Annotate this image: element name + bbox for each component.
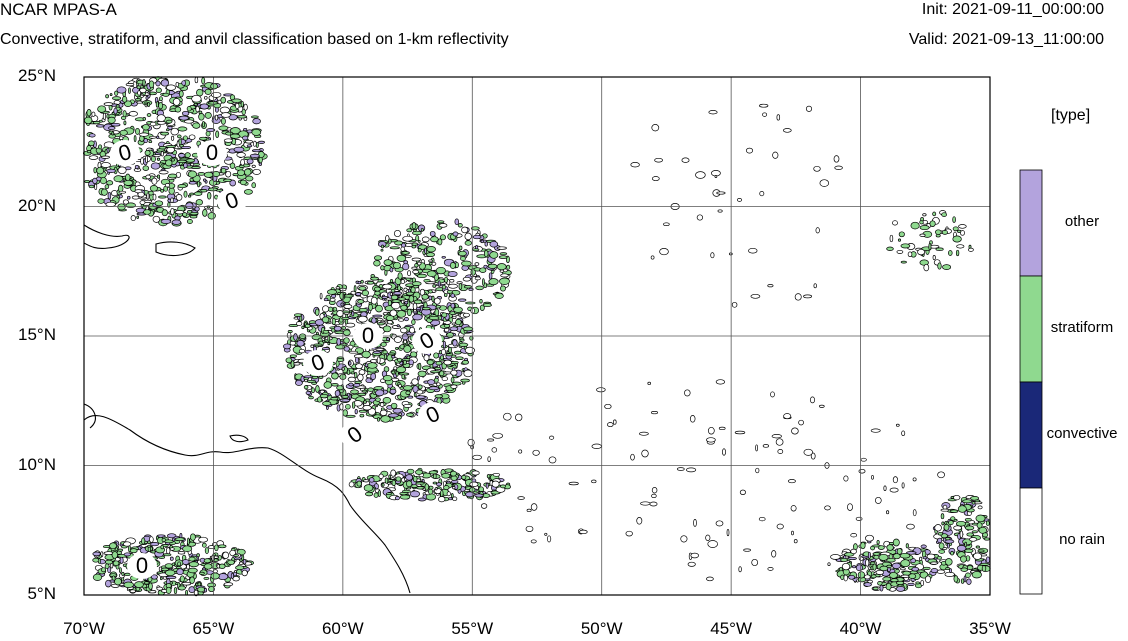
- coastline-trinidad: [229, 434, 249, 443]
- valid-time: Valid: 2021-09-13_11:00:00: [908, 31, 1104, 48]
- map-subtitle: Convective, stratiform, and anvil classi…: [0, 31, 509, 48]
- y-tick-label: 20°N: [18, 195, 56, 215]
- contour-label-bg: [412, 328, 442, 354]
- x-tick-label: 35°W: [969, 619, 1011, 638]
- contour-label: 0: [362, 323, 374, 348]
- legend-label: convective: [1046, 425, 1118, 442]
- contour-label: 0: [136, 553, 148, 578]
- contour-label-bg: [197, 140, 227, 166]
- x-tick-label: 40°W: [839, 619, 882, 638]
- contour-label-bg: [353, 323, 383, 349]
- x-tick-label: 60°W: [321, 619, 364, 638]
- contour-label: 0: [206, 140, 218, 165]
- coastline-south-america-east: [83, 403, 96, 429]
- legend-label: other: [1064, 213, 1100, 230]
- coastline-puerto-rico: [155, 241, 196, 257]
- x-tick-label: 50°W: [580, 619, 623, 638]
- map-title: NCAR MPAS-A: [0, 0, 117, 19]
- legend-swatch: [1019, 169, 1043, 277]
- coastline-hispaniola: [83, 224, 130, 249]
- x-tick-label: 55°W: [451, 619, 494, 638]
- contour-label-bg: [127, 553, 157, 579]
- legend-swatch: [1019, 381, 1043, 489]
- y-tick-label: 25°N: [18, 66, 56, 85]
- legend-swatch: [1019, 275, 1043, 383]
- contour-label-bg: [303, 350, 333, 376]
- coastline-venezuela: [83, 415, 411, 594]
- legend-colorbar: [1019, 169, 1043, 595]
- precipitation-layer: [82, 76, 991, 597]
- coastline-layer: [83, 224, 411, 594]
- x-tick-label: 45°W: [710, 619, 753, 638]
- x-tick-label: 65°W: [192, 619, 235, 638]
- contour-label-bg: [340, 422, 370, 448]
- legend-label: stratiform: [1050, 319, 1114, 336]
- y-tick-label: 5°N: [27, 584, 56, 603]
- legend-title: [type]: [1051, 107, 1091, 124]
- map-frame: [83, 76, 991, 596]
- contour-label-bg: [217, 188, 247, 214]
- y-tick-label: 15°N: [18, 325, 56, 344]
- contour-label-bg: [110, 140, 140, 166]
- legend-swatch: [1019, 487, 1043, 595]
- init-time: Init: 2021-09-11_00:00:00: [921, 1, 1104, 18]
- y-tick-label: 10°N: [18, 454, 56, 474]
- legend-label: no rain: [1059, 531, 1105, 548]
- contour-label-bg: [418, 402, 448, 428]
- x-tick-label: 70°W: [63, 619, 105, 638]
